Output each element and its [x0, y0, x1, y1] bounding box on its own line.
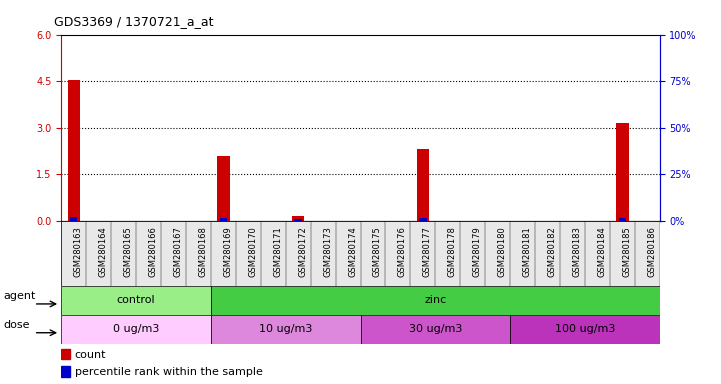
Text: percentile rank within the sample: percentile rank within the sample	[75, 366, 262, 377]
Text: GSM280170: GSM280170	[248, 226, 257, 277]
Text: GSM280167: GSM280167	[174, 226, 182, 277]
Text: 10 ug/m3: 10 ug/m3	[259, 324, 312, 334]
Text: count: count	[75, 350, 106, 360]
Text: GSM280172: GSM280172	[298, 226, 307, 277]
Text: GSM280166: GSM280166	[149, 226, 158, 277]
Bar	[220, 218, 227, 221]
Text: dose: dose	[4, 320, 30, 330]
Bar	[360, 315, 510, 344]
Text: 0 ug/m3: 0 ug/m3	[113, 324, 159, 334]
Text: GSM280175: GSM280175	[373, 226, 382, 277]
Bar	[510, 315, 660, 344]
Text: GSM280176: GSM280176	[398, 226, 407, 277]
Bar	[616, 123, 629, 221]
Text: GSM280177: GSM280177	[423, 226, 432, 277]
Text: GSM280179: GSM280179	[473, 226, 482, 277]
Text: 100 ug/m3: 100 ug/m3	[554, 324, 615, 334]
Text: GSM280184: GSM280184	[598, 226, 606, 277]
Bar	[61, 315, 211, 344]
Text: GSM280169: GSM280169	[224, 226, 232, 277]
Text: 30 ug/m3: 30 ug/m3	[409, 324, 462, 334]
Text: GSM280183: GSM280183	[572, 226, 581, 277]
Text: GSM280174: GSM280174	[348, 226, 357, 277]
Bar	[70, 217, 77, 221]
Bar	[217, 156, 229, 221]
Text: GDS3369 / 1370721_a_at: GDS3369 / 1370721_a_at	[54, 15, 213, 28]
Bar	[68, 79, 80, 221]
Text: GSM280171: GSM280171	[273, 226, 282, 277]
Bar	[61, 349, 70, 359]
Text: GSM280165: GSM280165	[123, 226, 133, 277]
Text: control: control	[117, 295, 156, 306]
Bar	[211, 286, 660, 315]
Text: agent: agent	[4, 291, 36, 301]
Bar	[292, 216, 304, 221]
Bar	[61, 286, 211, 315]
Text: GSM280182: GSM280182	[547, 226, 557, 277]
Bar	[619, 218, 626, 221]
Text: GSM280185: GSM280185	[622, 226, 632, 277]
Text: GSM280186: GSM280186	[647, 226, 656, 277]
Bar	[419, 218, 427, 221]
Text: GSM280164: GSM280164	[99, 226, 107, 277]
Text: zinc: zinc	[424, 295, 446, 306]
Text: GSM280178: GSM280178	[448, 226, 457, 277]
Text: GSM280173: GSM280173	[323, 226, 332, 277]
Bar	[417, 149, 429, 221]
Bar	[61, 366, 70, 377]
Bar	[294, 219, 302, 221]
Text: GSM280181: GSM280181	[523, 226, 531, 277]
Bar	[211, 315, 360, 344]
Text: GSM280180: GSM280180	[497, 226, 507, 277]
Text: GSM280163: GSM280163	[74, 226, 83, 277]
Text: GSM280168: GSM280168	[198, 226, 208, 277]
